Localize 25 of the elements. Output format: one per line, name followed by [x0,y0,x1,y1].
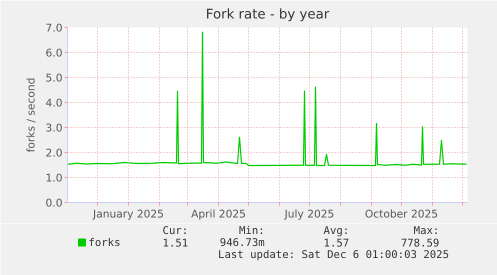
y-axis-title: forks / second [24,78,38,152]
text: Cur: [162,224,188,237]
text: 946.73m [220,236,265,249]
chart-title: Fork rate - by year [206,8,330,22]
text: 1.57 [324,236,350,250]
y-tick-label: 3.0 [46,122,63,134]
x-tick-label: October 2025 [364,208,438,220]
text: Min: [239,224,265,237]
x-tick-label: April 2025 [191,208,246,220]
x-tick-label: July 2025 [284,208,334,220]
y-tick-label: 6.0 [46,46,63,60]
y-tick-label: 1.0 [46,172,63,184]
y-tick-label: 4.0 [46,96,63,110]
text: 778.59 [400,236,440,250]
text: Avg: [324,224,350,237]
text: Max: [414,224,440,237]
line-series [68,32,468,166]
y-tick-label: 5.0 [46,72,63,84]
y-tick-label: 0.0 [46,196,63,210]
x-tick-label: January 2025 [92,208,164,220]
text: Last update: Sat Dec 6 01:00:03 2025 [218,248,450,261]
text: 1.51 [162,236,188,250]
y-tick-label: 7.0 [46,22,63,34]
y-tick-label: 2.0 [46,146,63,160]
legend-label: forks [88,236,121,249]
